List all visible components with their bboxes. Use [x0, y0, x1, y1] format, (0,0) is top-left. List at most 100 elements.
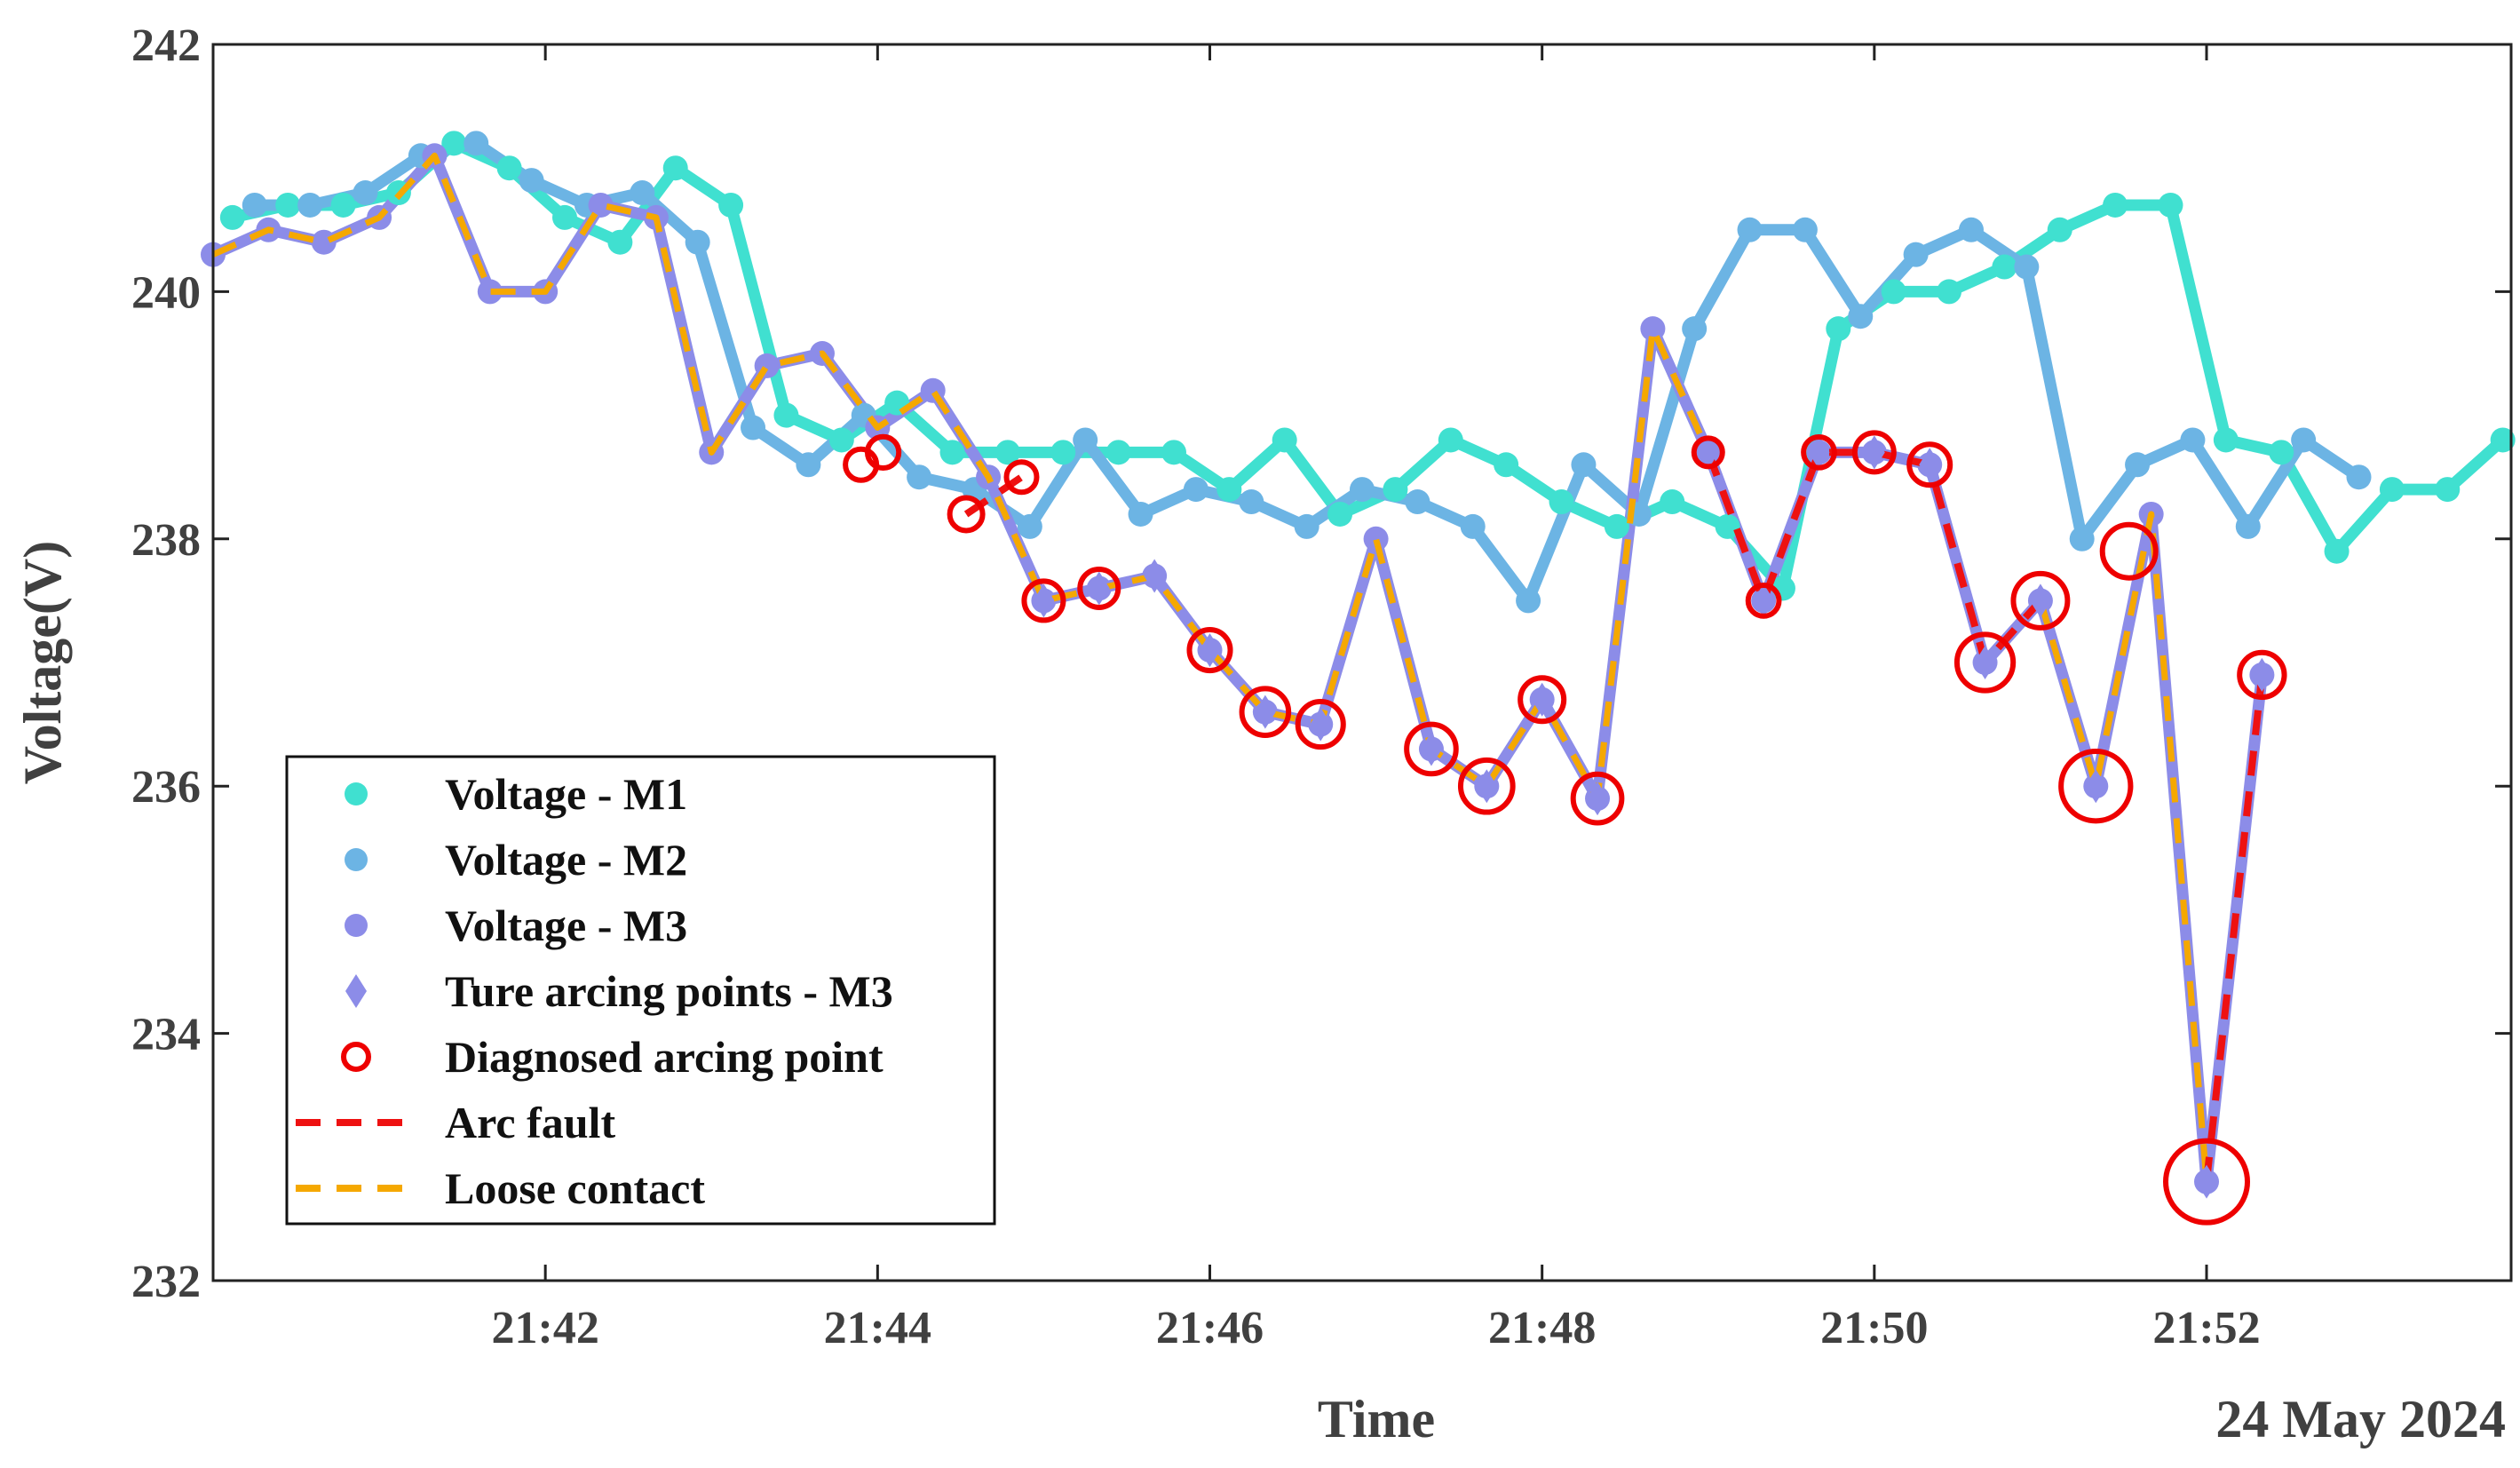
point-m2-8	[685, 229, 710, 255]
point-m2-0	[242, 192, 267, 218]
point-m1-4	[441, 131, 467, 156]
point-m1-24	[1549, 489, 1574, 515]
point-m1-23	[1494, 452, 1519, 478]
true-arcing-point-6	[1420, 732, 1442, 766]
point-m3-21	[1363, 526, 1389, 551]
series-layer	[201, 131, 2516, 1226]
date-label: 24 May 2024	[2215, 1390, 2506, 1448]
point-m1-22	[1438, 427, 1463, 453]
true-arcing-point-18	[2196, 1164, 2218, 1199]
point-m1-29	[1826, 316, 1851, 342]
point-m1-30	[1881, 279, 1906, 305]
legend-label-1: Voltage - M2	[445, 835, 687, 885]
true-arcing-point-2	[1144, 559, 1166, 593]
point-m1-35	[2158, 192, 2183, 218]
diagnosed-arcing-point-16	[1851, 430, 1897, 475]
point-m2-29	[1848, 304, 1874, 329]
true-arcing-point-11	[1753, 583, 1775, 618]
legend-marker-1	[345, 848, 368, 871]
point-m2-35	[2180, 427, 2206, 453]
point-m1-7	[607, 229, 633, 255]
point-m2-24	[1571, 452, 1597, 478]
point-m2-23	[1516, 588, 1541, 614]
point-m1-37	[2269, 440, 2294, 465]
x-tick-label-2: 21:46	[1156, 1303, 1264, 1353]
diagnosed-arcing-point-3	[1003, 459, 1040, 496]
true-arcing-point-12	[1808, 435, 1830, 470]
legend-label-5: Arc fault	[445, 1098, 615, 1147]
loose-contact-line-1	[2037, 511, 2210, 1182]
point-m3-7	[588, 192, 614, 218]
diagnosed-arcing-point-4	[1021, 578, 1066, 623]
diagnosed-arcing-point-9	[1404, 721, 1459, 777]
point-m2-9	[741, 415, 766, 440]
diagnosed-arcing-point-17	[1906, 441, 1953, 488]
true-arcing-point-19	[2251, 657, 2273, 692]
point-m2-38	[2346, 464, 2372, 490]
true-arcing-point-16	[2029, 583, 2051, 618]
point-m1-21	[1383, 477, 1408, 503]
diagnosed-arcing-point-12	[1570, 771, 1625, 826]
x-tick-label-1: 21:44	[824, 1303, 931, 1353]
true-arcing-point-17	[2085, 769, 2107, 804]
point-m1-9	[718, 192, 744, 218]
legend-box	[285, 755, 996, 1226]
y-tick-label-0: 232	[131, 1257, 201, 1307]
y-tick-label-4: 240	[131, 267, 201, 318]
diagnosed-arcing-point-20	[2058, 749, 2134, 824]
point-m1-18	[1216, 477, 1242, 503]
loose-contact-line-0	[211, 152, 1711, 802]
true-arcing-point-15	[1974, 646, 1996, 679]
diagnosed-arcing-point-6	[1186, 627, 1233, 674]
true-arcing-point-9	[1587, 782, 1609, 816]
point-m2-19	[1294, 513, 1319, 539]
point-m2-34	[2125, 452, 2151, 478]
y-tick-label-3: 238	[131, 515, 201, 566]
true-arcing-point-13	[1863, 435, 1885, 470]
point-m1-41	[2490, 427, 2516, 453]
diagnosed-arcing-point-14	[1745, 583, 1782, 619]
point-m1-26	[1660, 489, 1685, 515]
legend-label-4: Diagnosed arcing point	[445, 1032, 884, 1082]
true-arcing-point-3	[1199, 633, 1221, 668]
diagnosed-arcing-point-10	[1457, 757, 1516, 815]
point-m1-14	[995, 440, 1020, 465]
x-tick-label-0: 21:42	[492, 1303, 599, 1353]
point-m1-17	[1161, 440, 1186, 465]
legend-marker-0	[345, 782, 368, 805]
point-m3-2	[311, 229, 337, 255]
diagnosed-arcing-point-22	[2163, 1138, 2251, 1226]
true-arcing-point-0	[1033, 583, 1055, 618]
diagnosed-arcing-point-15	[1801, 434, 1837, 471]
point-m1-8	[662, 155, 688, 181]
point-m3-26	[1640, 316, 1666, 342]
point-m1-0	[219, 204, 245, 230]
diagnosed-arcing-point-13	[1691, 435, 1725, 470]
true-arcing-point-4	[1254, 694, 1276, 729]
point-m2-32	[2014, 254, 2040, 280]
point-m3-5	[477, 279, 503, 305]
diagnosed-arcing-point-11	[1518, 675, 1567, 725]
point-m1-2	[330, 192, 356, 218]
y-tick-label-1: 234	[131, 1010, 201, 1060]
arc-fault-line-2	[2203, 674, 2266, 1183]
point-m1-15	[1050, 440, 1076, 465]
point-m2-16	[1128, 501, 1153, 527]
diagnosed-arcing-point-18	[1953, 631, 2017, 694]
true-arcing-point-10	[1697, 435, 1719, 470]
point-m1-16	[1105, 440, 1131, 465]
legend-marker-4	[341, 1042, 371, 1072]
point-m1-36	[2213, 427, 2239, 453]
diagnosed-arcing-point-19	[2010, 570, 2071, 631]
point-m1-33	[2047, 217, 2072, 242]
true-arcing-point-14	[1919, 448, 1941, 482]
diagnosed-arcing-point-7	[1239, 686, 1292, 738]
point-m2-10	[796, 452, 821, 478]
diagnosed-arcing-point-23	[2237, 649, 2287, 701]
point-m1-5	[496, 155, 522, 181]
point-m2-36	[2235, 513, 2261, 539]
y-axis-title: Voltage(V)	[13, 541, 72, 784]
point-m1-13	[939, 440, 965, 465]
legend-label-3: Ture arcing points - M3	[445, 966, 893, 1016]
